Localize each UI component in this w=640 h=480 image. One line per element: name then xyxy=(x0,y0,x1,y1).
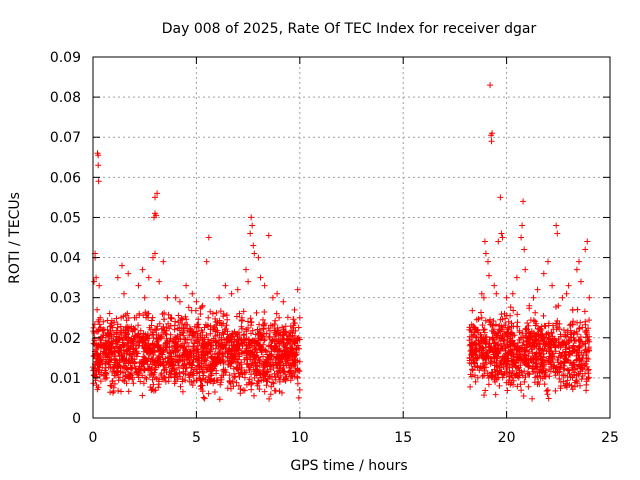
y-tick-label: 0.09 xyxy=(50,50,81,66)
y-tick-label: 0.05 xyxy=(50,210,81,226)
x-tick-label: 25 xyxy=(601,430,619,446)
data-points xyxy=(90,82,593,403)
chart-title: Day 008 of 2025, Rate Of TEC Index for r… xyxy=(162,21,537,37)
plot-frame xyxy=(92,56,611,419)
y-axis-label: ROTI / TECUs xyxy=(7,192,23,284)
y-tick-label: 0.06 xyxy=(50,170,81,186)
roti-markers xyxy=(90,82,593,403)
y-tick-label: 0.03 xyxy=(50,291,81,307)
y-axis: 0 0.01 0.02 0.03 0.04 0.05 0.06 0.07 0.08 0.09 xyxy=(50,50,610,427)
x-tick-label: 15 xyxy=(394,430,412,446)
x-axis-label: GPS time / hours xyxy=(290,458,407,474)
y-tick-label: 0.07 xyxy=(50,130,81,146)
x-tick-label: 10 xyxy=(291,430,309,446)
x-axis: 0 5 10 15 20 25 xyxy=(89,57,619,446)
y-tick-label: 0 xyxy=(72,411,81,427)
x-tick-label: 0 xyxy=(89,430,98,446)
y-tick-label: 0.04 xyxy=(50,251,81,267)
y-tick-label: 0.01 xyxy=(50,371,81,387)
y-tick-label: 0.08 xyxy=(50,90,81,106)
x-tick-label: 5 xyxy=(192,430,201,446)
x-tick-label: 20 xyxy=(498,430,516,446)
y-tick-label: 0.02 xyxy=(50,331,81,347)
